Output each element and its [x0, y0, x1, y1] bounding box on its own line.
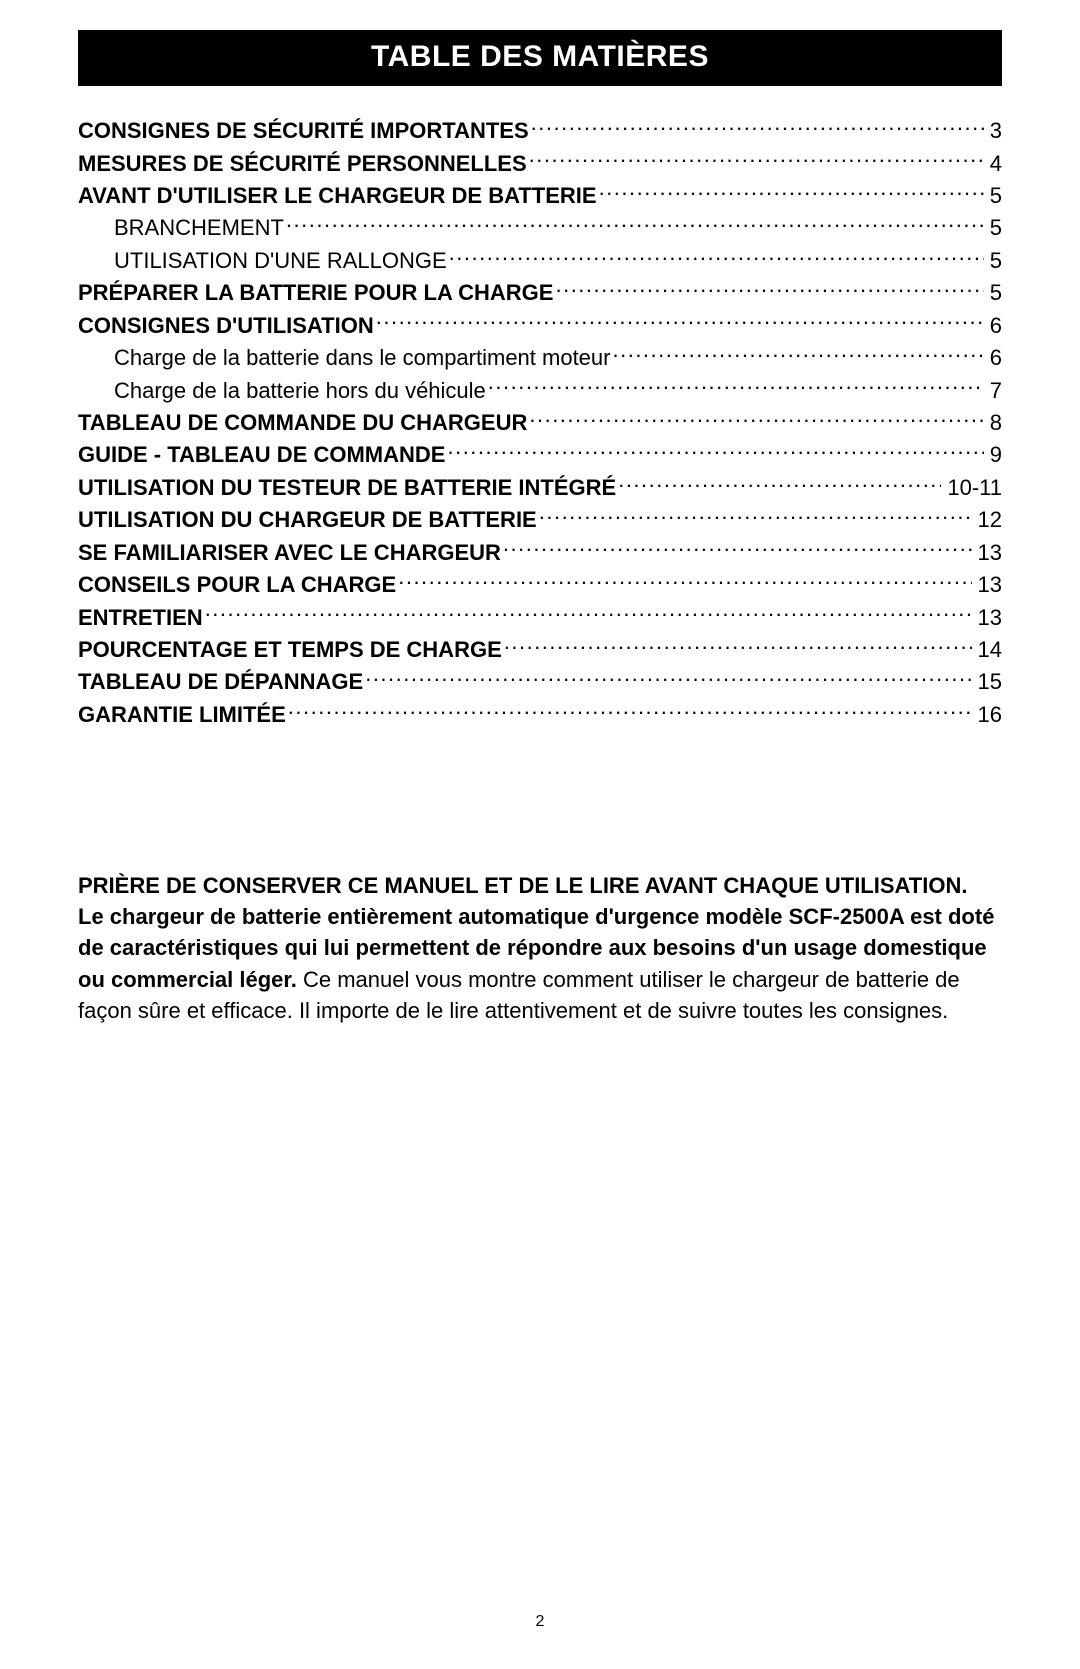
toc-leaders: [539, 503, 972, 527]
toc-label: UTILISATION DU TESTEUR DE BATTERIE INTÉG…: [78, 472, 616, 503]
toc-page: 5: [986, 180, 1002, 211]
toc-label: BRANCHEMENT: [114, 212, 284, 243]
toc-page: 10-11: [943, 472, 1002, 503]
toc-page: 3: [986, 115, 1002, 146]
toc-page: 14: [974, 634, 1002, 665]
toc-leaders: [503, 535, 972, 559]
notice-paragraph: PRIÈRE DE CONSERVER CE MANUEL ET DE LE L…: [78, 870, 1002, 1026]
toc-leaders: [398, 568, 971, 592]
toc-row: ENTRETIEN 13: [78, 600, 1002, 632]
toc-leaders: [618, 471, 941, 495]
toc-label: TABLEAU DE DÉPANNAGE: [78, 666, 363, 697]
toc-page: 6: [986, 342, 1002, 373]
toc-page: 12: [974, 504, 1002, 535]
toc-label: Charge de la batterie dans le compartime…: [114, 342, 610, 373]
toc-row: MESURES DE SÉCURITÉ PERSONNELLES 4: [78, 146, 1002, 178]
toc-page: 16: [974, 699, 1002, 730]
toc-page: 15: [974, 666, 1002, 697]
toc-leaders: [529, 406, 983, 430]
page-number: 2: [0, 1613, 1080, 1631]
toc-page: 9: [986, 439, 1002, 470]
table-of-contents: CONSIGNES DE SÉCURITÉ IMPORTANTES 3MESUR…: [78, 114, 1002, 730]
toc-row: TABLEAU DE COMMANDE DU CHARGEUR 8: [78, 406, 1002, 438]
toc-row: SE FAMILIARISER AVEC LE CHARGEUR 13: [78, 535, 1002, 567]
toc-row: CONSEILS POUR LA CHARGE 13: [78, 568, 1002, 600]
toc-leaders: [286, 211, 984, 235]
toc-label: SE FAMILIARISER AVEC LE CHARGEUR: [78, 537, 501, 568]
toc-row: GUIDE - TABLEAU DE COMMANDE 9: [78, 438, 1002, 470]
toc-page: 6: [986, 310, 1002, 341]
toc-row: AVANT D'UTILISER LE CHARGEUR DE BATTERIE…: [78, 179, 1002, 211]
toc-page: 5: [986, 245, 1002, 276]
toc-leaders: [529, 146, 984, 170]
toc-row: BRANCHEMENT 5: [78, 211, 1002, 243]
toc-leaders: [612, 341, 983, 365]
toc-row: GARANTIE LIMITÉE 16: [78, 698, 1002, 730]
toc-row: Charge de la batterie dans le compartime…: [78, 341, 1002, 373]
toc-page: 13: [974, 569, 1002, 600]
notice-bold-line-1: PRIÈRE DE CONSERVER CE MANUEL ET DE LE L…: [78, 873, 967, 898]
toc-row: CONSIGNES DE SÉCURITÉ IMPORTANTES 3: [78, 114, 1002, 146]
toc-label: AVANT D'UTILISER LE CHARGEUR DE BATTERIE: [78, 180, 597, 211]
toc-label: CONSIGNES DE SÉCURITÉ IMPORTANTES: [78, 115, 529, 146]
toc-leaders: [288, 698, 972, 722]
toc-page: 5: [986, 277, 1002, 308]
toc-leaders: [205, 600, 972, 624]
toc-leaders: [449, 244, 984, 268]
toc-page: 7: [986, 375, 1002, 406]
toc-label: ENTRETIEN: [78, 602, 203, 633]
toc-label: TABLEAU DE COMMANDE DU CHARGEUR: [78, 407, 527, 438]
toc-label: POURCENTAGE ET TEMPS DE CHARGE: [78, 634, 502, 665]
toc-page: 13: [974, 537, 1002, 568]
toc-label: CONSIGNES D'UTILISATION: [78, 310, 374, 341]
toc-label: GARANTIE LIMITÉE: [78, 699, 286, 730]
toc-leaders: [599, 179, 984, 203]
toc-row: PRÉPARER LA BATTERIE POUR LA CHARGE 5: [78, 276, 1002, 308]
toc-label: UTILISATION DU CHARGEUR DE BATTERIE: [78, 504, 537, 535]
toc-label: UTILISATION D'UNE RALLONGE: [114, 245, 447, 276]
toc-page: 8: [986, 407, 1002, 438]
toc-label: PRÉPARER LA BATTERIE POUR LA CHARGE: [78, 277, 553, 308]
toc-leaders: [488, 373, 984, 397]
toc-leaders: [504, 633, 972, 657]
toc-row: UTILISATION DU CHARGEUR DE BATTERIE 12: [78, 503, 1002, 535]
toc-label: MESURES DE SÉCURITÉ PERSONNELLES: [78, 148, 527, 179]
toc-row: UTILISATION D'UNE RALLONGE 5: [78, 244, 1002, 276]
toc-row: Charge de la batterie hors du véhicule 7: [78, 373, 1002, 405]
toc-page: 4: [986, 148, 1002, 179]
toc-label: CONSEILS POUR LA CHARGE: [78, 569, 396, 600]
title-bar: TABLE DES MATIÈRES: [78, 30, 1002, 86]
toc-leaders: [555, 276, 983, 300]
toc-row: POURCENTAGE ET TEMPS DE CHARGE 14: [78, 633, 1002, 665]
toc-label: GUIDE - TABLEAU DE COMMANDE: [78, 439, 445, 470]
toc-leaders: [365, 665, 971, 689]
toc-row: UTILISATION DU TESTEUR DE BATTERIE INTÉG…: [78, 471, 1002, 503]
toc-leaders: [531, 114, 984, 138]
toc-label: Charge de la batterie hors du véhicule: [114, 375, 486, 406]
document-page: TABLE DES MATIÈRES CONSIGNES DE SÉCURITÉ…: [0, 0, 1080, 1669]
toc-leaders: [376, 309, 984, 333]
toc-page: 13: [974, 602, 1002, 633]
toc-page: 5: [986, 212, 1002, 243]
toc-row: TABLEAU DE DÉPANNAGE 15: [78, 665, 1002, 697]
toc-row: CONSIGNES D'UTILISATION 6: [78, 309, 1002, 341]
toc-leaders: [447, 438, 983, 462]
